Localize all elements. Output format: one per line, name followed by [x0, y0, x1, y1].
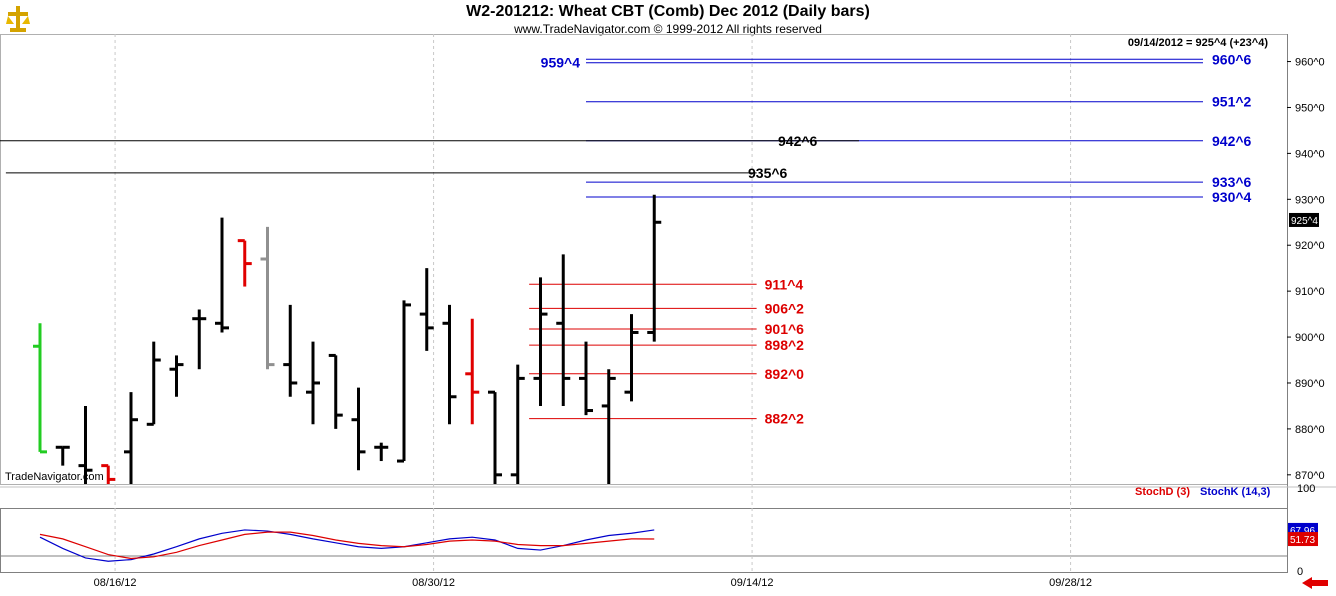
- x-tick-label: 09/28/12: [1049, 577, 1092, 589]
- price-bar: [328, 353, 343, 429]
- level-label: 942^6: [778, 133, 818, 149]
- price-bar: [647, 194, 662, 342]
- level-label: 933^6: [1212, 174, 1252, 190]
- price-bar: [419, 268, 434, 351]
- y-tick-label: 890^0: [1295, 378, 1325, 390]
- price-bar: [55, 445, 70, 466]
- stoch-y-tick-label: 100: [1297, 483, 1315, 495]
- level-label: 951^2: [1212, 94, 1252, 110]
- price-bar: [374, 442, 389, 462]
- y-tick-label: 880^0: [1295, 424, 1325, 436]
- level-label: 930^4: [1212, 189, 1252, 205]
- level-label: 898^2: [765, 337, 805, 353]
- price-bar: [442, 304, 457, 425]
- price-bar: [124, 392, 138, 484]
- x-tick-label: 08/30/12: [412, 577, 455, 589]
- stoch-last-value-label: 67.96: [1290, 526, 1315, 537]
- y-tick-label: 950^0: [1295, 102, 1325, 114]
- level-label: 960^6: [1212, 51, 1252, 67]
- price-bar: [533, 277, 548, 406]
- y-tick-label: 910^0: [1295, 286, 1325, 298]
- price-bar: [260, 226, 275, 370]
- stoch-panel-frame: [0, 508, 1288, 573]
- current-price-label: 925^4: [1291, 216, 1318, 227]
- stoch-legend-item: StochD (3): [1135, 486, 1190, 498]
- chart-header: W2-201212: Wheat CBT (Comb) Dec 2012 (Da…: [0, 0, 1336, 40]
- level-label: 959^4: [541, 55, 581, 71]
- copyright-text: www.TradeNavigator.com © 1999-2012 All r…: [514, 22, 822, 36]
- y-tick-label: 960^0: [1295, 57, 1325, 69]
- stoch-last-value-label: 51.73: [1290, 535, 1315, 546]
- price-bar: [306, 341, 320, 425]
- price-bar: [624, 314, 639, 402]
- price-bar: [397, 300, 411, 463]
- x-tick-label: 08/16/12: [94, 577, 137, 589]
- stoch-series-line: [39, 531, 655, 560]
- current-price-box: [1289, 212, 1319, 227]
- price-bar: [488, 390, 502, 484]
- price-bar: [101, 464, 116, 484]
- price-bar: [579, 341, 593, 416]
- price-bar: [237, 239, 252, 287]
- price-bar: [283, 304, 298, 397]
- stoch-last-value-box: [1288, 532, 1318, 547]
- level-label: 901^6: [765, 321, 805, 337]
- last-price-info: 09/14/2012 = 925^4 (+23^4): [1128, 37, 1268, 49]
- trade-navigator-logo-icon: [4, 2, 32, 34]
- price-bar: [78, 405, 93, 484]
- price-bar: [465, 318, 480, 425]
- price-bar: [510, 364, 525, 484]
- watermark-text: TradeNavigator.com: [5, 471, 104, 483]
- y-tick-label: 940^0: [1295, 148, 1325, 160]
- level-label: 935^6: [748, 165, 788, 181]
- level-label: 892^0: [765, 366, 805, 382]
- price-bar: [169, 355, 184, 397]
- level-label: 882^2: [765, 411, 805, 427]
- stoch-legend-item: StochK (14,3): [1200, 486, 1271, 498]
- price-bar: [556, 254, 571, 406]
- chart-title: W2-201212: Wheat CBT (Comb) Dec 2012 (Da…: [466, 3, 870, 20]
- price-bar: [146, 341, 161, 426]
- price-bar: [351, 387, 366, 471]
- stoch-series-line: [39, 529, 655, 562]
- y-tick-label: 920^0: [1295, 240, 1325, 252]
- level-label: 906^2: [765, 300, 805, 316]
- level-label: 942^6: [1212, 133, 1252, 149]
- stoch-y-tick-label: 0: [1297, 566, 1303, 578]
- level-label: 911^4: [765, 276, 804, 292]
- price-bar: [601, 369, 616, 484]
- y-tick-label: 930^0: [1295, 194, 1325, 206]
- price-bar: [192, 309, 207, 370]
- scroll-left-arrow-icon[interactable]: [1300, 575, 1330, 591]
- price-bar: [215, 217, 229, 333]
- price-bar: [33, 323, 47, 454]
- y-tick-label: 870^0: [1295, 470, 1325, 482]
- x-tick-label: 09/14/12: [731, 577, 774, 589]
- y-tick-label: 900^0: [1295, 332, 1325, 344]
